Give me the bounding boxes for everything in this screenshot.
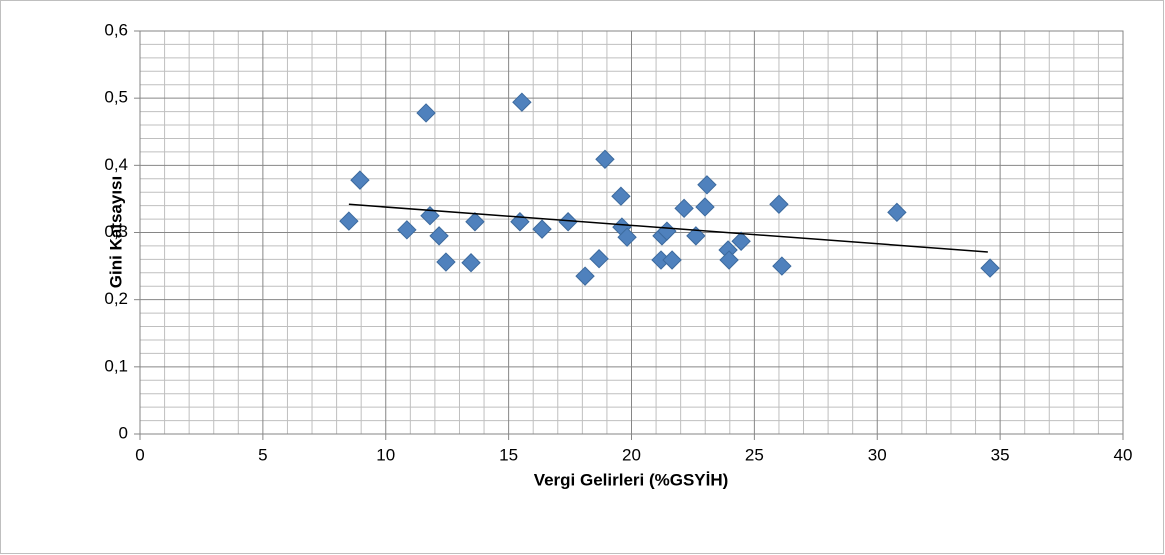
x-tick-label: 25 (745, 445, 764, 464)
x-tick-label: 5 (258, 445, 267, 464)
x-tick-label: 30 (868, 445, 887, 464)
point (769, 194, 789, 214)
y-axis-label: Gini Katsayısı (106, 176, 125, 288)
point (686, 226, 706, 246)
point (461, 253, 481, 273)
x-tick-label: 10 (376, 445, 395, 464)
point (980, 258, 1000, 278)
y-tick-label: 0,1 (104, 356, 128, 375)
x-tick-label: 40 (1114, 445, 1133, 464)
point (436, 252, 456, 272)
point (465, 212, 485, 232)
x-tick-label: 20 (622, 445, 641, 464)
y-tick-label: 0,4 (104, 155, 128, 174)
y-tick-label: 0,2 (104, 289, 128, 308)
point (887, 202, 907, 223)
point (772, 256, 792, 276)
point (416, 103, 436, 123)
point (350, 170, 370, 190)
point (512, 92, 532, 112)
point (532, 219, 552, 239)
trendline (348, 203, 988, 253)
point (575, 266, 595, 286)
point (662, 250, 682, 270)
point (589, 248, 609, 269)
point (397, 220, 417, 240)
point (674, 198, 694, 219)
y-tick-label: 0 (119, 423, 128, 442)
x-axis-label: Vergi Gelirleri (%GSYİH) (534, 470, 729, 489)
point (697, 175, 717, 195)
point (611, 186, 631, 206)
point (719, 250, 739, 270)
x-tick-label: 35 (991, 445, 1010, 464)
y-tick-label: 0,3 (104, 222, 128, 241)
point (731, 231, 751, 251)
point (617, 227, 637, 247)
plot-border (139, 30, 1124, 435)
point (420, 206, 440, 226)
point (695, 197, 715, 217)
point (339, 211, 359, 231)
point (558, 212, 578, 232)
y-tick-label: 0,6 (104, 20, 128, 39)
point (595, 149, 615, 169)
point (429, 226, 449, 246)
x-tick-label: 0 (135, 445, 144, 464)
y-tick-label: 0,5 (104, 88, 128, 107)
x-tick-label: 15 (499, 445, 518, 464)
